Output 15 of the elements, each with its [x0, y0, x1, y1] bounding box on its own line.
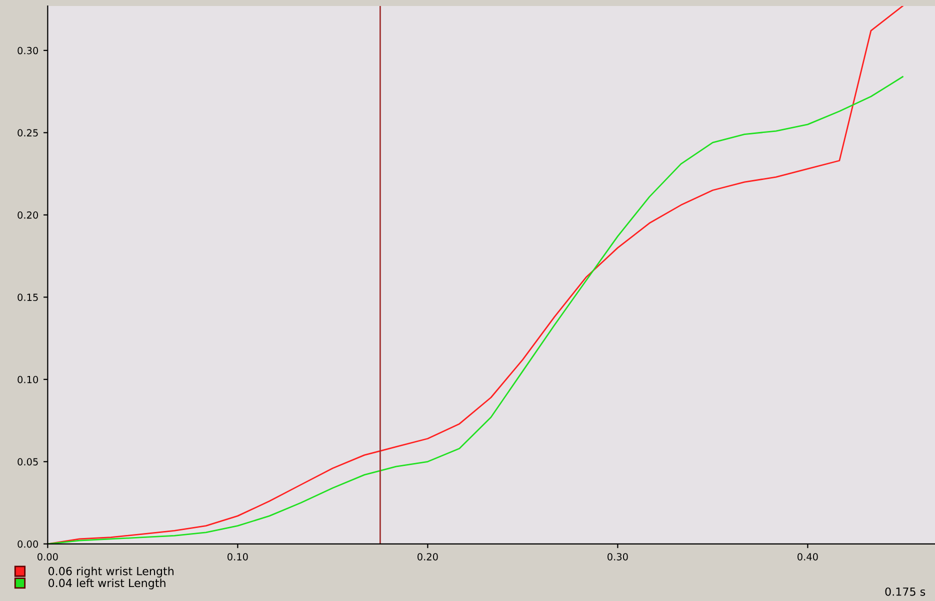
legend-label: 0.04 left wrist Length	[48, 578, 166, 590]
y-tick-label: 0.00	[18, 540, 38, 548]
y-tick-label: 0.15	[18, 294, 38, 301]
y-tick-label: 0.25	[18, 129, 38, 136]
x-tick-label: 0.00	[38, 553, 58, 560]
y-tick-label: 0.20	[18, 211, 38, 219]
y-tick-label: 0.05	[18, 458, 38, 466]
y-tick-label: 0.10	[18, 376, 38, 384]
legend-label: 0.06 right wrist Length	[48, 566, 174, 578]
x-tick-label: 0.20	[418, 553, 438, 560]
y-tick-label: 0.30	[18, 46, 38, 54]
x-tick-label: 0.10	[228, 553, 248, 560]
text: 0.175 s	[885, 587, 926, 596]
x-tick-label: 0.30	[608, 553, 628, 560]
x-tick-label: 0.40	[798, 553, 818, 560]
